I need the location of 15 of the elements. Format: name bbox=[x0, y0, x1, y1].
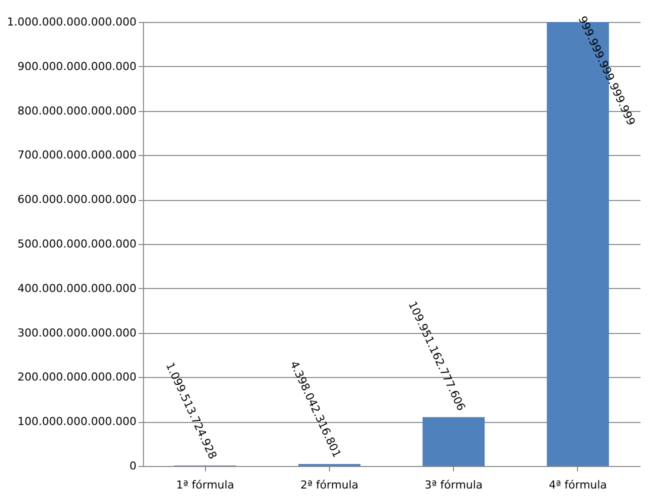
y-tick-label: 900.000.000.000.000 bbox=[18, 60, 136, 73]
y-tick-label: 700.000.000.000.000 bbox=[18, 148, 136, 162]
y-tick-label: 200.000.000.000.000 bbox=[18, 370, 136, 384]
y-tick-label: 800.000.000.000.000 bbox=[18, 104, 136, 118]
y-tick-label: 500.000.000.000.000 bbox=[18, 238, 136, 250]
y-tick-label: 1.000.000.000.000.000 bbox=[7, 16, 136, 28]
y-tick-label: 0 bbox=[130, 460, 136, 472]
y-tick-label: 600.000.000.000.000 bbox=[18, 193, 136, 206]
y-tick-label: 100.000.000.000.000 bbox=[18, 415, 136, 428]
x-tick-label: 4ª fórmula bbox=[548, 478, 607, 492]
x-tick-label: 2ª fórmula bbox=[300, 478, 358, 492]
x-tick-label: 1ª fórmula bbox=[176, 478, 234, 492]
x-tick-label: 3ª fórmula bbox=[424, 478, 483, 492]
y-tick-label: 300.000.000.000.000 bbox=[18, 326, 136, 340]
y-tick-label: 400.000.000.000.000 bbox=[18, 282, 136, 295]
